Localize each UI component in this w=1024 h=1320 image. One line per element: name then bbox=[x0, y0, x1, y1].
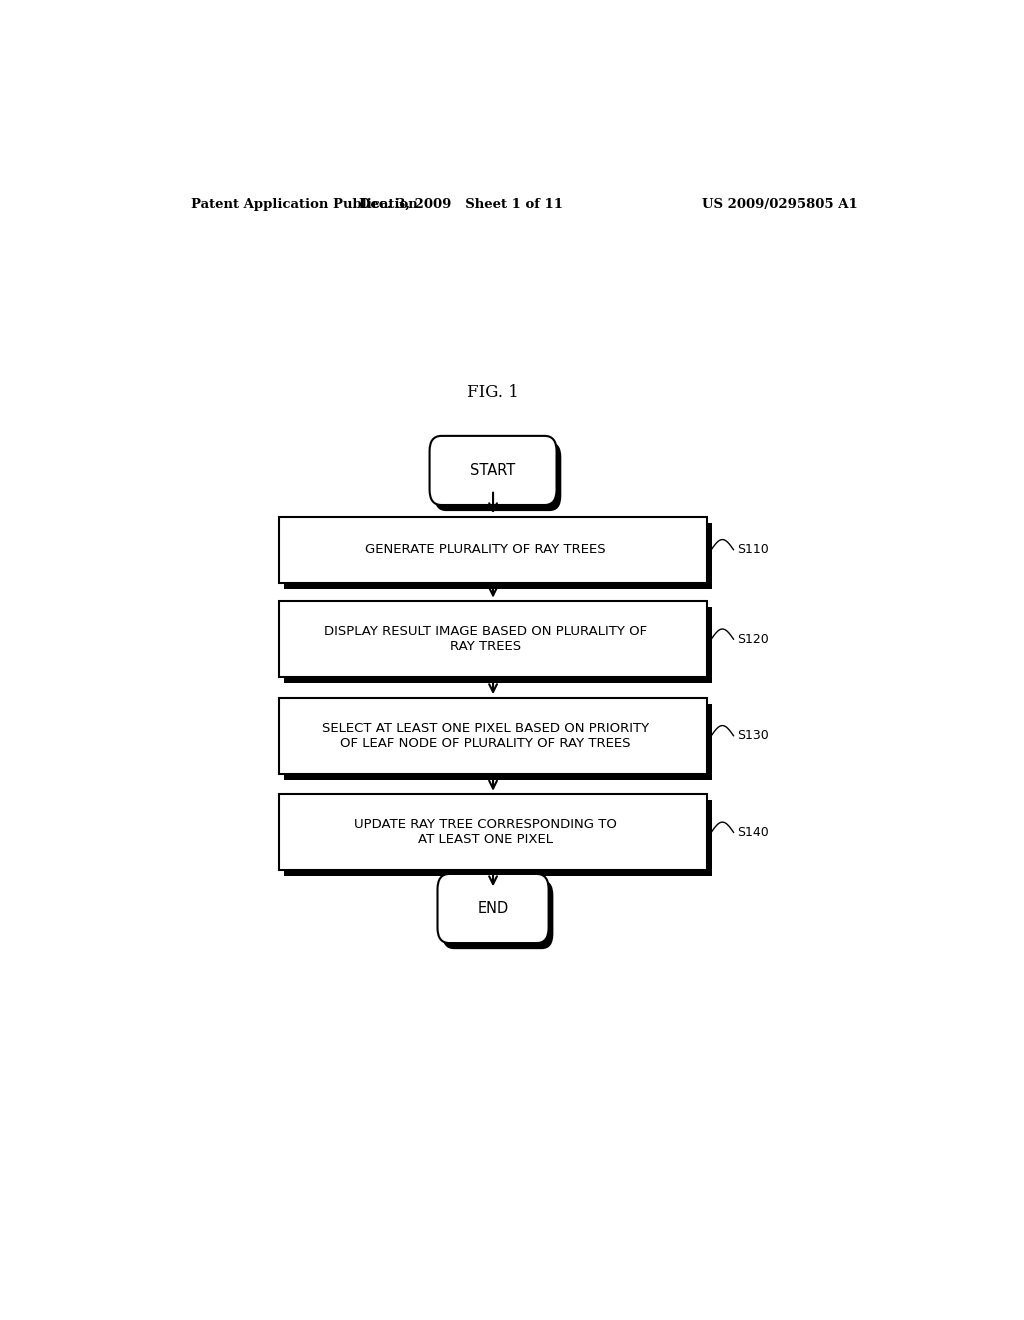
Bar bbox=[279, 697, 708, 774]
Bar bbox=[284, 607, 712, 684]
Text: GENERATE PLURALITY OF RAY TREES: GENERATE PLURALITY OF RAY TREES bbox=[365, 544, 605, 556]
FancyBboxPatch shape bbox=[437, 874, 549, 942]
Text: Patent Application Publication: Patent Application Publication bbox=[191, 198, 418, 211]
Bar bbox=[284, 523, 712, 589]
Text: UPDATE RAY TREE CORRESPONDING TO
AT LEAST ONE PIXEL: UPDATE RAY TREE CORRESPONDING TO AT LEAS… bbox=[353, 818, 616, 846]
FancyBboxPatch shape bbox=[430, 436, 557, 506]
Text: S130: S130 bbox=[736, 729, 768, 742]
Bar bbox=[279, 795, 708, 870]
Text: S110: S110 bbox=[736, 544, 768, 556]
Text: S120: S120 bbox=[736, 632, 768, 645]
Text: US 2009/0295805 A1: US 2009/0295805 A1 bbox=[702, 198, 858, 211]
Text: S140: S140 bbox=[736, 826, 768, 838]
Text: Dec. 3, 2009   Sheet 1 of 11: Dec. 3, 2009 Sheet 1 of 11 bbox=[359, 198, 563, 211]
Bar bbox=[284, 800, 712, 876]
Text: DISPLAY RESULT IMAGE BASED ON PLURALITY OF
RAY TREES: DISPLAY RESULT IMAGE BASED ON PLURALITY … bbox=[324, 626, 647, 653]
Text: START: START bbox=[470, 463, 516, 478]
Bar bbox=[279, 516, 708, 582]
Bar bbox=[284, 704, 712, 780]
FancyBboxPatch shape bbox=[442, 880, 553, 949]
FancyBboxPatch shape bbox=[434, 442, 561, 511]
Text: FIG. 1: FIG. 1 bbox=[467, 384, 519, 401]
Text: END: END bbox=[477, 902, 509, 916]
Text: SELECT AT LEAST ONE PIXEL BASED ON PRIORITY
OF LEAF NODE OF PLURALITY OF RAY TRE: SELECT AT LEAST ONE PIXEL BASED ON PRIOR… bbox=[322, 722, 648, 750]
Bar bbox=[279, 601, 708, 677]
